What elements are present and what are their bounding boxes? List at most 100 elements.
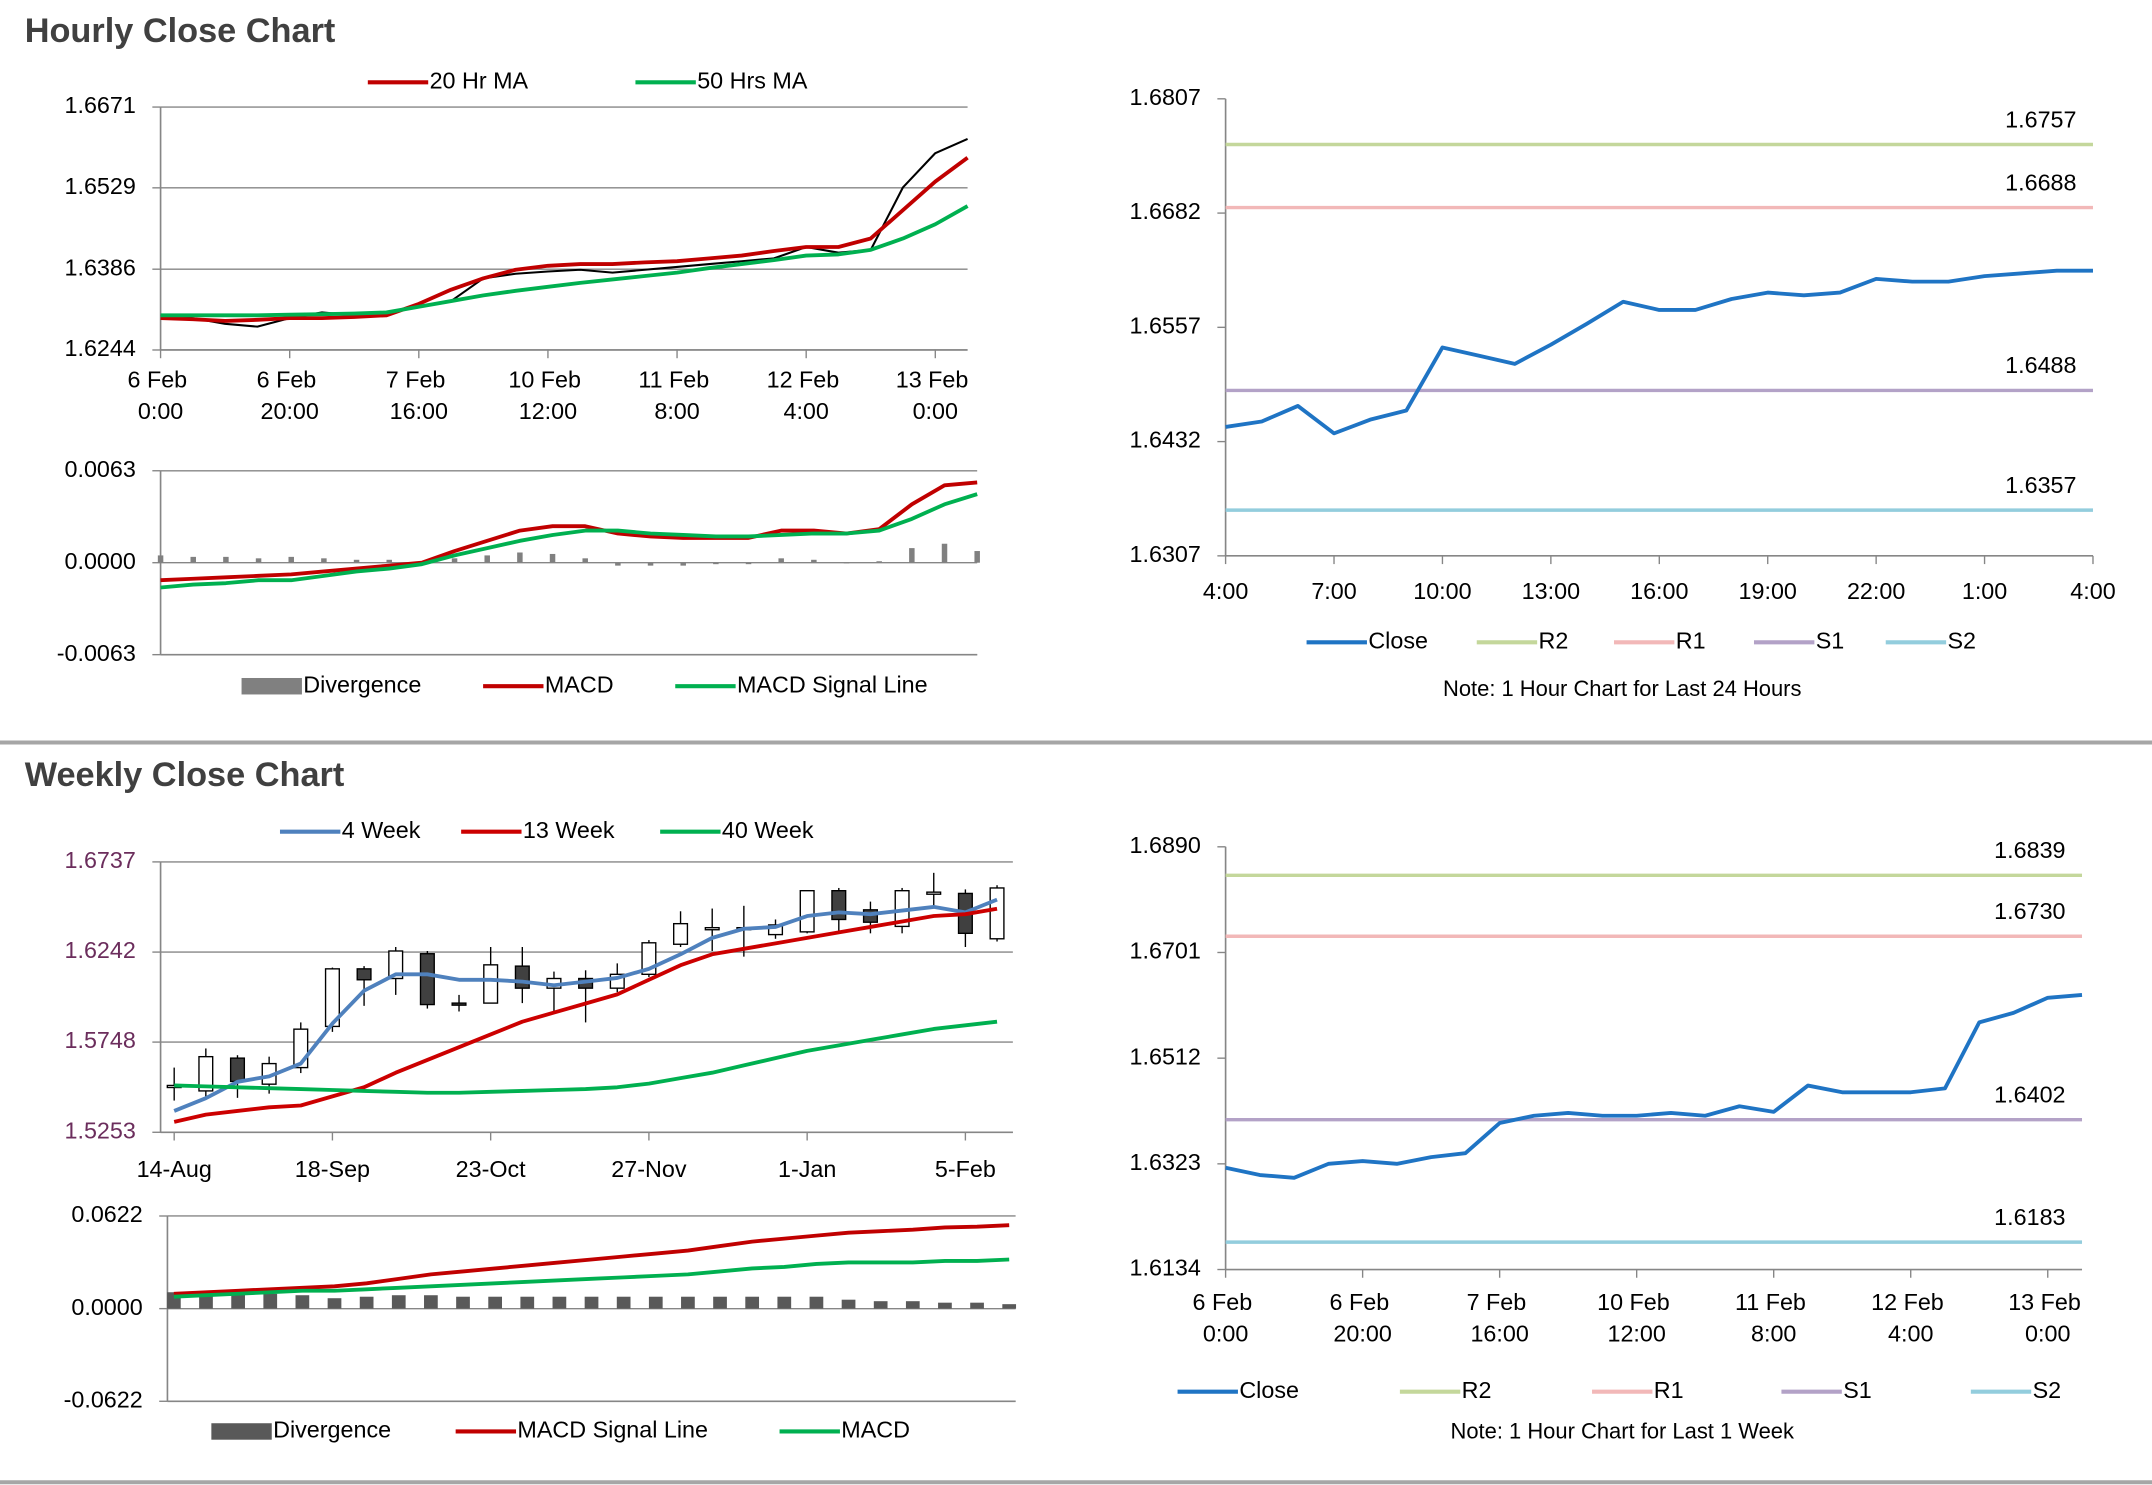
candle-body <box>198 1055 214 1092</box>
bar <box>456 1296 470 1309</box>
x-tick-label: 11 Feb 8:00 <box>638 367 715 425</box>
bar <box>777 1296 792 1309</box>
bar <box>552 1296 567 1309</box>
x-tick-label: 10 Feb 12:00 <box>508 367 587 425</box>
bar <box>841 1299 856 1309</box>
bar <box>391 1295 406 1309</box>
level-label: 1.6730 <box>1994 898 2065 924</box>
x-tick-label: 6 Feb 20:00 <box>257 367 323 425</box>
legend-swatch <box>211 1423 272 1440</box>
y-tick-label: 0.0000 <box>71 1294 142 1320</box>
y-tick-label: 1.6244 <box>65 335 136 361</box>
legend-label: Divergence <box>273 1417 391 1443</box>
x-tick-label: 6 Feb 0:00 <box>128 367 194 425</box>
legend-label: MACD Signal Line <box>737 671 928 697</box>
bar <box>905 1301 920 1309</box>
legend-label: R1 <box>1676 627 1706 653</box>
bar <box>909 548 915 563</box>
legend-swatch <box>241 677 302 695</box>
x-tick-label: 7:00 <box>1311 578 1356 604</box>
legend-label: R2 <box>1539 627 1569 653</box>
x-tick-label: 10 Feb 12:00 <box>1597 1289 1676 1347</box>
legend-label: S2 <box>1948 627 1977 653</box>
x-tick-label: 4:00 <box>1203 578 1248 604</box>
bar <box>157 555 164 563</box>
legend-label: 4 Week <box>342 817 421 843</box>
bar <box>488 1296 503 1309</box>
bar <box>1002 1304 1017 1309</box>
bar <box>549 553 556 563</box>
series-line <box>160 156 969 323</box>
bar <box>681 1296 695 1309</box>
bar <box>647 562 654 566</box>
bar <box>231 1292 245 1309</box>
legend-label: 40 Week <box>722 817 814 843</box>
legend-label: 13 Week <box>523 817 615 843</box>
x-tick-label: 18-Sep <box>295 1156 370 1182</box>
legend-label: R2 <box>1462 1377 1492 1403</box>
legend-label: Close <box>1239 1377 1299 1403</box>
y-tick-label: 1.5748 <box>65 1027 136 1053</box>
x-tick-label: 13:00 <box>1522 578 1580 604</box>
bar <box>876 561 882 563</box>
series-line <box>160 492 978 590</box>
x-tick-label: 16:00 <box>1630 578 1688 604</box>
level-label: 1.6839 <box>1994 837 2065 863</box>
x-tick-label: 1-Jan <box>778 1156 836 1182</box>
legend-label: R1 <box>1654 1377 1684 1403</box>
bar <box>809 1296 824 1309</box>
bar <box>190 556 196 563</box>
x-tick-label: 22:00 <box>1847 578 1905 604</box>
x-tick-label: 19:00 <box>1739 578 1797 604</box>
bar <box>386 559 392 563</box>
bar <box>843 562 850 564</box>
series-line <box>160 204 969 318</box>
y-tick-label: -0.0622 <box>64 1386 143 1412</box>
x-tick-label: 1:00 <box>1962 578 2007 604</box>
y-tick-label: 1.6323 <box>1130 1149 1201 1175</box>
y-tick-label: 1.6701 <box>1130 938 1201 964</box>
bar <box>451 558 458 563</box>
candle-body <box>926 891 942 895</box>
y-tick-label: 0.0622 <box>71 1201 142 1227</box>
candle-body <box>419 953 435 1006</box>
chart-note: Note: 1 Hour Chart for Last 24 Hours <box>1443 676 1802 701</box>
y-tick-label: 1.6557 <box>1130 312 1201 338</box>
bar <box>520 1296 535 1309</box>
x-tick-label: 10:00 <box>1413 578 1471 604</box>
series-line <box>173 897 998 1113</box>
bar <box>424 1295 438 1309</box>
y-tick-label: 0.0000 <box>65 548 136 574</box>
y-tick-label: 1.6307 <box>1130 541 1201 567</box>
x-tick-label: 27-Nov <box>611 1156 687 1182</box>
candle-body <box>229 1057 246 1083</box>
level-label: 1.6757 <box>2005 106 2076 132</box>
y-tick-label: 1.6512 <box>1130 1043 1201 1069</box>
legend-label: S1 <box>1816 627 1845 653</box>
bar <box>359 1296 374 1309</box>
x-tick-label: 6 Feb 0:00 <box>1193 1289 1259 1347</box>
bar <box>615 562 621 566</box>
bar <box>327 1298 342 1309</box>
y-tick-label: 1.6890 <box>1130 832 1201 858</box>
bar <box>321 558 327 563</box>
bar <box>778 558 784 563</box>
x-tick-label: 11 Feb 8:00 <box>1735 1289 1812 1347</box>
candle-body <box>831 890 847 921</box>
level-label: 1.6357 <box>2005 472 2076 498</box>
y-tick-label: 1.6386 <box>65 254 136 280</box>
candle-body <box>483 964 499 1004</box>
y-tick-label: 1.6737 <box>65 847 136 873</box>
series-line <box>173 1257 1010 1299</box>
bar <box>648 1296 663 1309</box>
candle-body <box>673 922 689 945</box>
candle-body <box>989 887 1005 940</box>
legend-label: MACD <box>841 1417 910 1443</box>
series-line <box>173 1223 1010 1296</box>
x-tick-label: 14-Aug <box>137 1156 212 1182</box>
x-tick-label: 7 Feb 16:00 <box>1467 1289 1533 1347</box>
bar <box>582 558 588 563</box>
bar <box>970 1302 984 1309</box>
chart-note: Note: 1 Hour Chart for Last 1 Week <box>1451 1419 1794 1444</box>
